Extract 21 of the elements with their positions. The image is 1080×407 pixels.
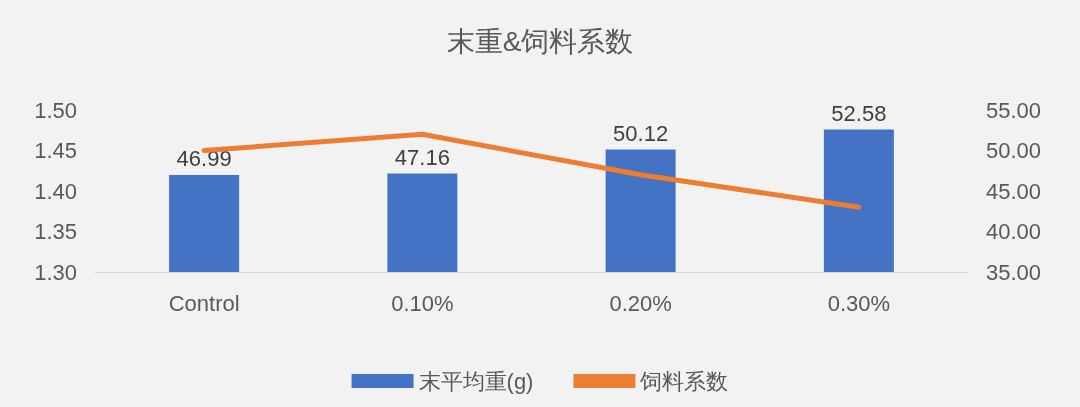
y-tick-label: 1.50	[34, 97, 77, 123]
x-tick-label: 0.20%	[609, 290, 672, 316]
legend-label: 末平均重(g)	[418, 368, 534, 394]
x-tick-label: Control	[168, 290, 240, 316]
legend-label: 饲料系数	[639, 368, 729, 394]
data-label: 52.58	[831, 101, 887, 127]
y2-tick-label: 50.00	[986, 138, 1042, 163]
data-label: 50.12	[613, 121, 669, 147]
x-tick-label: 0.10%	[391, 290, 454, 316]
y2-tick-label: 35.00	[986, 259, 1042, 285]
y2-tick-label: 55.00	[986, 97, 1042, 123]
data-label: 47.16	[394, 145, 450, 170]
data-label: 46.99	[176, 146, 232, 172]
y2-tick-label: 40.00	[986, 219, 1042, 244]
chart-title: 末重&饲料系数	[446, 25, 634, 57]
y-tick-label: 1.30	[34, 259, 77, 285]
y-tick-label: 1.40	[34, 178, 77, 204]
x-tick-label: 0.30%	[827, 290, 891, 316]
y-tick-label: 1.45	[34, 138, 77, 163]
y-tick-label: 1.35	[34, 219, 77, 244]
y2-tick-label: 45.00	[986, 178, 1042, 204]
